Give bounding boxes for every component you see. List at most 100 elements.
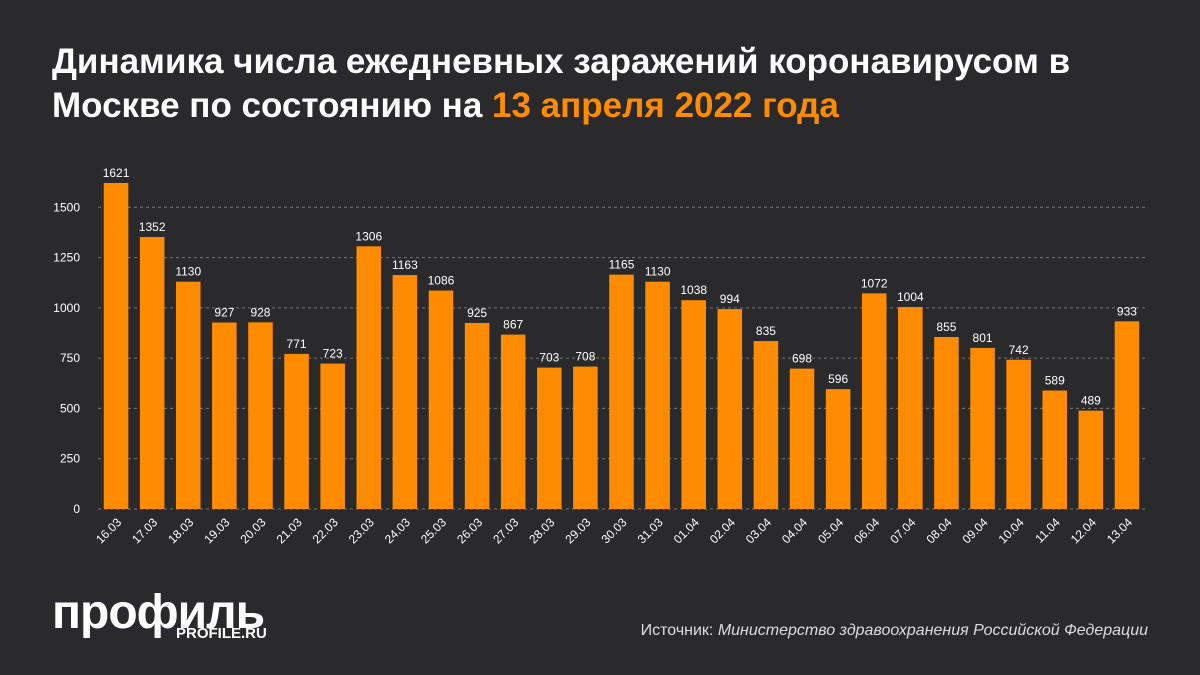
bar: [681, 300, 706, 509]
x-tick-label: 05.04: [815, 515, 846, 546]
x-tick-label: 04.04: [779, 515, 810, 546]
bar: [753, 341, 779, 509]
bar: [320, 363, 345, 509]
x-tick-label: 13.04: [1104, 515, 1135, 546]
x-tick-label: 19.03: [201, 515, 232, 546]
x-tick-label: 22.03: [310, 515, 341, 546]
bar: [789, 368, 815, 509]
source-label: Источник:: [640, 622, 714, 639]
x-tick-label: 28.03: [526, 515, 557, 546]
x-tick-label: 01.04: [671, 515, 702, 546]
value-label: 489: [1081, 394, 1101, 408]
bar: [103, 182, 129, 509]
x-tick-label: 29.03: [562, 515, 593, 546]
value-label: 1352: [139, 220, 166, 234]
y-tick-label: 250: [60, 452, 80, 466]
x-tick-label: 07.04: [887, 515, 918, 546]
source: Источник: Министерство здравоохранения Р…: [641, 622, 1148, 640]
x-tick-label: 25.03: [418, 515, 449, 546]
bar: [934, 337, 959, 509]
x-tick-label: 23.03: [346, 515, 377, 546]
x-tick-label: 27.03: [490, 515, 521, 546]
bar: [898, 307, 923, 509]
value-label: 1130: [645, 265, 671, 279]
value-label: 855: [936, 320, 956, 334]
source-text: Министерство здравоохранения Российской …: [717, 622, 1148, 639]
title: Динамика числа ежедневных заражений коро…: [52, 40, 1172, 128]
bar: [392, 275, 418, 509]
value-label: 1306: [355, 229, 382, 243]
value-label: 835: [756, 324, 776, 338]
bar: [1042, 390, 1068, 509]
value-label: 1621: [103, 166, 130, 180]
value-label: 698: [792, 352, 812, 366]
value-label: 771: [287, 337, 307, 351]
title-text: Динамика числа ежедневных заражений коро…: [52, 42, 1071, 125]
y-tick-label: 0: [73, 502, 80, 516]
x-tick-label: 30.03: [598, 515, 629, 546]
bar: [175, 281, 201, 509]
x-tick-label: 03.04: [743, 515, 774, 546]
x-tick-label: 16.03: [93, 515, 124, 546]
value-label: 1130: [175, 265, 201, 279]
bar: [573, 366, 598, 509]
value-label: 723: [323, 347, 343, 361]
value-label: 703: [539, 351, 559, 365]
x-tick-label: 20.03: [237, 515, 268, 546]
x-tick-label: 24.03: [382, 515, 413, 546]
value-label: 708: [575, 350, 595, 364]
value-label: 742: [1009, 343, 1029, 357]
bar: [248, 322, 273, 509]
value-label: 925: [467, 306, 487, 320]
x-tick-label: 02.04: [707, 515, 738, 546]
bar: [970, 347, 995, 509]
value-label: 927: [214, 306, 234, 320]
x-tick-label: 21.03: [274, 515, 305, 546]
value-label: 994: [720, 292, 740, 306]
bar: [537, 367, 562, 509]
value-label: 928: [250, 305, 270, 319]
value-label: 933: [1117, 304, 1137, 318]
x-tick-label: 09.04: [960, 515, 991, 546]
logo-url: PROFILE.RU: [176, 625, 267, 642]
x-tick-label: 26.03: [454, 515, 485, 546]
logo: профиль: [52, 586, 265, 639]
bar: [861, 293, 887, 509]
y-tick-label: 1250: [53, 251, 80, 265]
x-tick-label: 31.03: [635, 515, 666, 546]
title-highlight: 13 апреля 2022 года: [492, 86, 839, 125]
value-label: 867: [503, 318, 523, 332]
value-label: 1004: [897, 290, 924, 304]
bar: [356, 246, 382, 509]
value-label: 1165: [609, 258, 635, 272]
value-label: 801: [973, 331, 993, 345]
y-tick-label: 1000: [53, 301, 80, 315]
bar: [609, 274, 634, 509]
bar: [212, 322, 237, 509]
bar: [645, 281, 670, 509]
bar: [825, 389, 851, 509]
value-label: 596: [828, 372, 848, 386]
x-tick-label: 10.04: [996, 515, 1027, 546]
bar: [500, 334, 526, 509]
value-label: 1038: [680, 283, 707, 297]
bar: [428, 290, 454, 509]
y-tick-label: 1500: [53, 200, 80, 214]
bar: [1114, 321, 1140, 509]
bar: [1006, 359, 1031, 509]
x-tick-label: 18.03: [165, 515, 196, 546]
x-tick-label: 17.03: [129, 515, 160, 546]
value-label: 1163: [392, 258, 418, 272]
bar: [464, 322, 490, 509]
x-tick-label: 11.04: [1032, 515, 1063, 546]
x-tick-label: 08.04: [923, 515, 954, 546]
x-tick-label: 06.04: [851, 515, 882, 546]
bar: [1078, 410, 1104, 509]
value-label: 589: [1045, 374, 1065, 388]
y-tick-label: 750: [60, 351, 80, 365]
value-label: 1072: [861, 276, 888, 290]
bar: [139, 237, 165, 509]
bar: [284, 353, 309, 509]
